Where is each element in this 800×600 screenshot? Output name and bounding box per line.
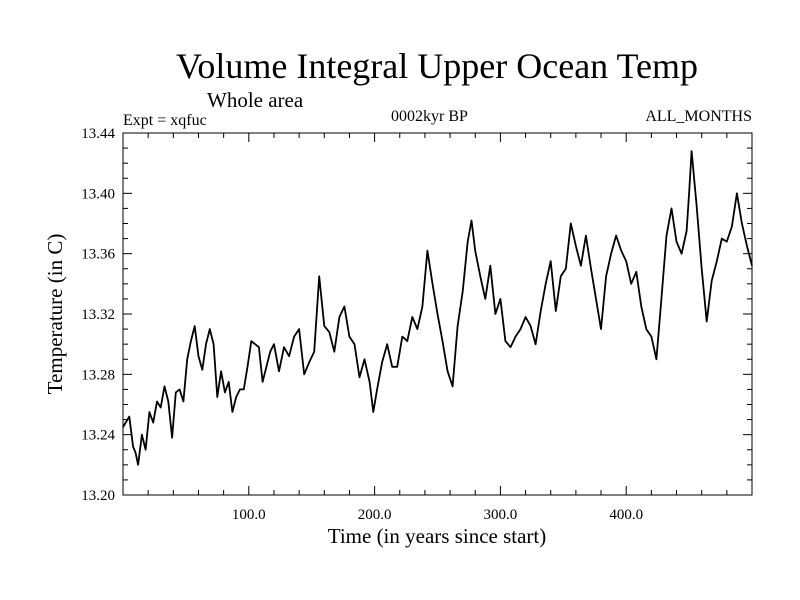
y-tick-label: 13.32 bbox=[81, 307, 115, 323]
temperature-series-line bbox=[122, 150, 753, 466]
x-axis-ticks bbox=[147, 133, 728, 495]
y-tick-label: 13.40 bbox=[81, 186, 115, 202]
plot-frame bbox=[122, 132, 753, 496]
x-tick-label: 200.0 bbox=[358, 507, 392, 523]
experiment-label: Expt = xqfuc bbox=[123, 112, 207, 129]
x-axis-tick-labels: 100.0 200.0 300.0 400.0 bbox=[232, 507, 643, 523]
y-tick-label: 13.36 bbox=[81, 247, 115, 263]
period-label: 0002kyr BP bbox=[391, 108, 468, 125]
x-tick-label: 400.0 bbox=[609, 507, 643, 523]
months-label: ALL_MONTHS bbox=[645, 108, 752, 125]
y-tick-label: 13.44 bbox=[81, 126, 115, 142]
x-tick-label: 300.0 bbox=[484, 507, 518, 523]
y-axis-label: Temperature (in C) bbox=[43, 234, 67, 395]
y-tick-label: 13.24 bbox=[81, 428, 115, 444]
y-axis-ticks bbox=[123, 147, 752, 481]
y-axis-tick-labels: 13.20 13.24 13.28 13.32 13.36 13.40 13.44 bbox=[81, 126, 115, 504]
y-tick-label: 13.28 bbox=[81, 367, 115, 383]
y-tick-label: 13.20 bbox=[81, 488, 115, 504]
chart-subtitle: Whole area bbox=[207, 88, 304, 112]
chart-title: Volume Integral Upper Ocean Temp bbox=[176, 46, 698, 86]
x-axis-label: Time (in years since start) bbox=[328, 524, 547, 548]
x-tick-label: 100.0 bbox=[232, 507, 266, 523]
